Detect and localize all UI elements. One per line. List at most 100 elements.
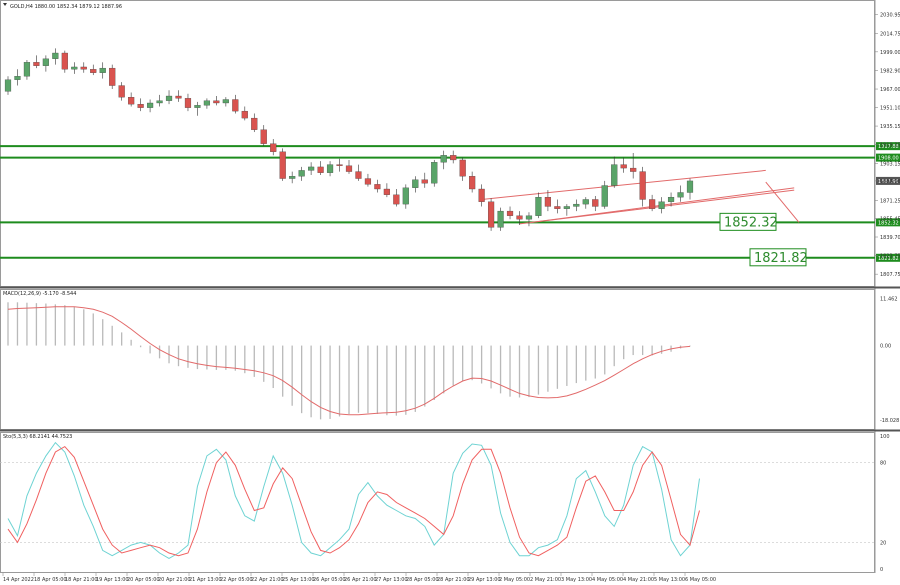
candle-body <box>431 162 438 184</box>
y-tick-label: 1919.35 <box>880 142 900 148</box>
candle-body <box>440 155 447 163</box>
candle <box>667 192 675 207</box>
level-tag-bg <box>876 218 900 227</box>
y-tick-label: 1999.00 <box>880 50 900 56</box>
header: GOLD,H4 1880.00 1852.34 1879.12 1887.96 … <box>3 3 122 440</box>
chevron-down-icon[interactable] <box>3 3 7 6</box>
candle-body <box>525 215 533 220</box>
candle <box>52 48 59 65</box>
candle <box>118 82 125 101</box>
candle <box>156 94 163 107</box>
candle-body <box>450 155 457 161</box>
candle <box>90 64 97 76</box>
candle <box>260 125 267 146</box>
candle <box>14 69 21 86</box>
x-tick-label: 4 May 21:00 <box>623 577 654 583</box>
candle-body <box>52 52 59 59</box>
macd-signal-line <box>7 306 691 416</box>
level-tag-label: 1852.32 <box>878 220 899 226</box>
candle <box>80 62 87 73</box>
candle-body <box>118 85 125 98</box>
level-tag-label: 1917.88 <box>878 144 899 150</box>
candle-body <box>156 100 163 104</box>
candle-body <box>260 129 267 144</box>
candle-body <box>667 196 675 202</box>
x-tick-label: 26 Apr 05:00 <box>313 577 346 583</box>
candle <box>270 139 277 156</box>
candle-body <box>128 97 135 105</box>
y-tick-label: 1855.45 <box>880 217 900 223</box>
candle-body <box>90 69 97 73</box>
candle-body <box>336 164 343 166</box>
candle-body <box>412 179 419 188</box>
stochastic-panel <box>0 441 875 559</box>
candle <box>649 194 656 212</box>
candle <box>459 157 466 181</box>
candle <box>620 157 627 173</box>
stoch-y-tick-label: 100 <box>880 434 890 440</box>
y-tick-label: 1982.90 <box>880 69 900 75</box>
candle <box>658 197 665 214</box>
candle <box>506 206 514 220</box>
candle-body <box>487 201 495 228</box>
candle <box>630 152 637 179</box>
candle <box>109 64 116 90</box>
x-tick-label: 4 May 05:00 <box>592 577 623 583</box>
candle <box>383 183 390 198</box>
candle-body <box>80 66 87 70</box>
macd-title: MACD(12,26,9) -5.170 -8.544 <box>3 291 76 297</box>
candle-body <box>251 117 258 130</box>
candle <box>71 62 78 74</box>
candle <box>450 150 457 164</box>
x-tick-label: 6 May 05:00 <box>685 577 716 583</box>
price-panel: 1917.88 1908.00 1852.32 1821.82 1852.32 1821.… <box>0 48 900 267</box>
candle <box>232 94 239 114</box>
x-tick-label: 25 Apr 13:00 <box>282 577 315 583</box>
candle <box>469 171 476 193</box>
y-tick-label: 1903.15 <box>880 161 900 167</box>
current-price-label: 1887.96 <box>878 179 899 185</box>
candle <box>289 171 296 184</box>
candle-body <box>658 201 665 209</box>
x-tick-label: 29 Apr 13:00 <box>468 577 501 583</box>
candle <box>374 179 381 193</box>
channel-line <box>481 169 766 200</box>
candle <box>487 198 495 231</box>
candle-body <box>61 52 68 70</box>
candle <box>165 90 173 105</box>
candle <box>677 185 684 202</box>
level-tag: 1917.88 <box>876 142 900 151</box>
stoch-title: Sto(5,3,3) 68.2141 44.7523 <box>3 434 72 440</box>
candle-body <box>544 196 552 207</box>
level-tag-label: 1908.00 <box>878 156 899 162</box>
candle-body <box>393 194 400 205</box>
candle <box>516 211 523 226</box>
candle-body <box>573 203 580 207</box>
y-tick-label: 1951.10 <box>880 106 900 112</box>
candle <box>686 178 694 200</box>
candle-body <box>402 187 409 205</box>
x-tick-label: 20 Apr 21:00 <box>158 577 191 583</box>
candle <box>478 184 485 207</box>
candle-body <box>203 100 211 106</box>
candle-body <box>497 210 504 228</box>
candle <box>355 164 362 181</box>
candle-body <box>630 167 637 172</box>
channel-line <box>519 189 795 225</box>
candle-body <box>478 188 485 202</box>
macd-panel <box>7 302 691 420</box>
candle <box>184 93 192 112</box>
candle <box>213 96 220 106</box>
candle-body <box>364 178 372 185</box>
level-tag: 1852.32 <box>876 218 900 227</box>
candle <box>99 62 106 79</box>
candle-body <box>308 166 315 171</box>
y-tick-label: 1839.70 <box>880 235 900 241</box>
candle <box>203 98 211 109</box>
symbol-info: GOLD,H4 1880.00 1852.34 1879.12 1887.96 <box>10 4 122 10</box>
x-tick-label: 26 Apr 21:00 <box>344 577 377 583</box>
callout-label: 1821.82 <box>754 251 808 266</box>
current-price-tag <box>876 176 900 185</box>
